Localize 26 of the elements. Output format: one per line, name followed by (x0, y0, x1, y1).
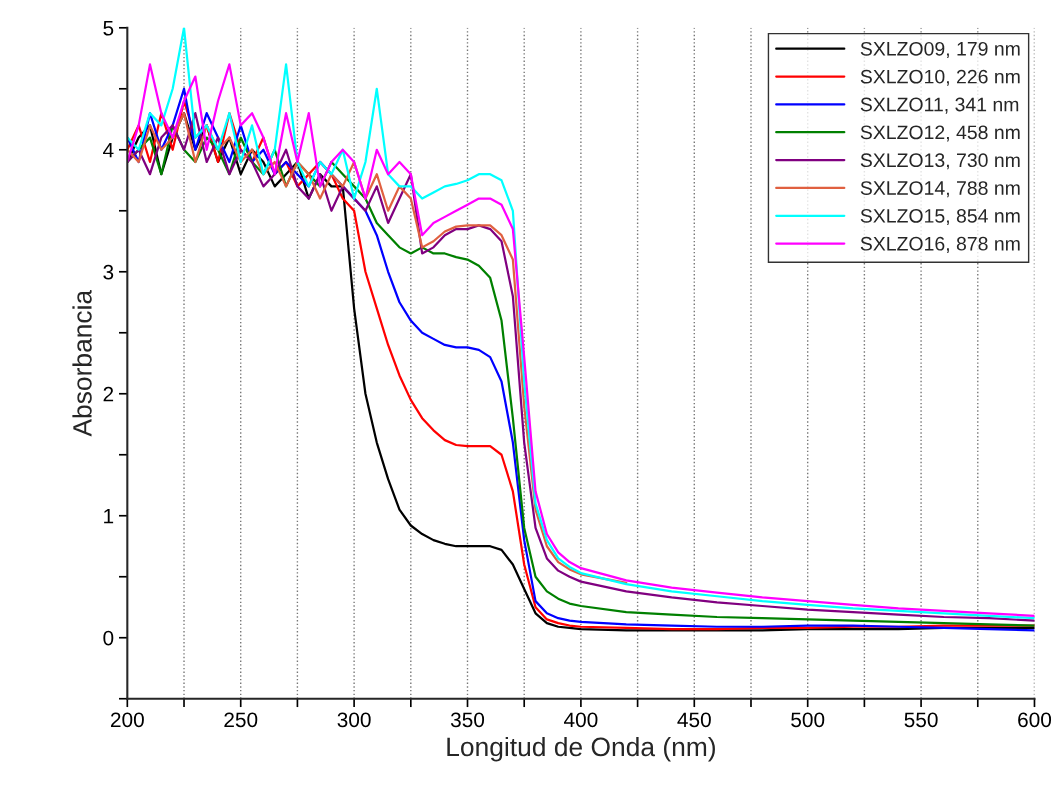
legend-label: SXLZO09, 179 nm (860, 41, 1020, 58)
line-series (127, 112, 628, 584)
x-axis-title: Longitud de Onda (nm) (447, 736, 715, 762)
legend-label: SXLZO13, 730 nm (860, 153, 1020, 170)
y-tick-label: 2 (103, 386, 114, 402)
y-tick-label: 5 (103, 21, 114, 36)
legend-label: SXLZO14, 788 nm (860, 181, 1020, 198)
x-tick-label: 600 (1018, 712, 1052, 728)
y-tick-label: 1 (104, 508, 114, 524)
x-tick-label: 500 (791, 712, 825, 728)
x-tick-label: 200 (110, 712, 144, 728)
legend-label: SXLZO12, 458 nm (860, 125, 1020, 142)
x-tick-label: 400 (564, 712, 598, 728)
y-tick-label: 3 (103, 264, 114, 280)
x-tick-label: 350 (450, 712, 485, 728)
y-tick-label: 4 (103, 142, 114, 158)
legend-label: SXLZO10, 226 nm (860, 69, 1020, 86)
legend-label: SXLZO15, 854 nm (860, 209, 1020, 226)
y-axis-title: Absorbancia (72, 289, 92, 437)
x-tick-label: 250 (224, 712, 258, 728)
y-tick-label: 0 (103, 630, 114, 646)
x-tick-label: 450 (677, 712, 711, 728)
x-tick-label: 300 (337, 712, 371, 728)
legend-label: SXLZO11, 341 nm (860, 97, 1019, 114)
legend-label: SXLZO16, 878 nm (860, 236, 1020, 253)
x-tick-label: 550 (904, 712, 938, 728)
